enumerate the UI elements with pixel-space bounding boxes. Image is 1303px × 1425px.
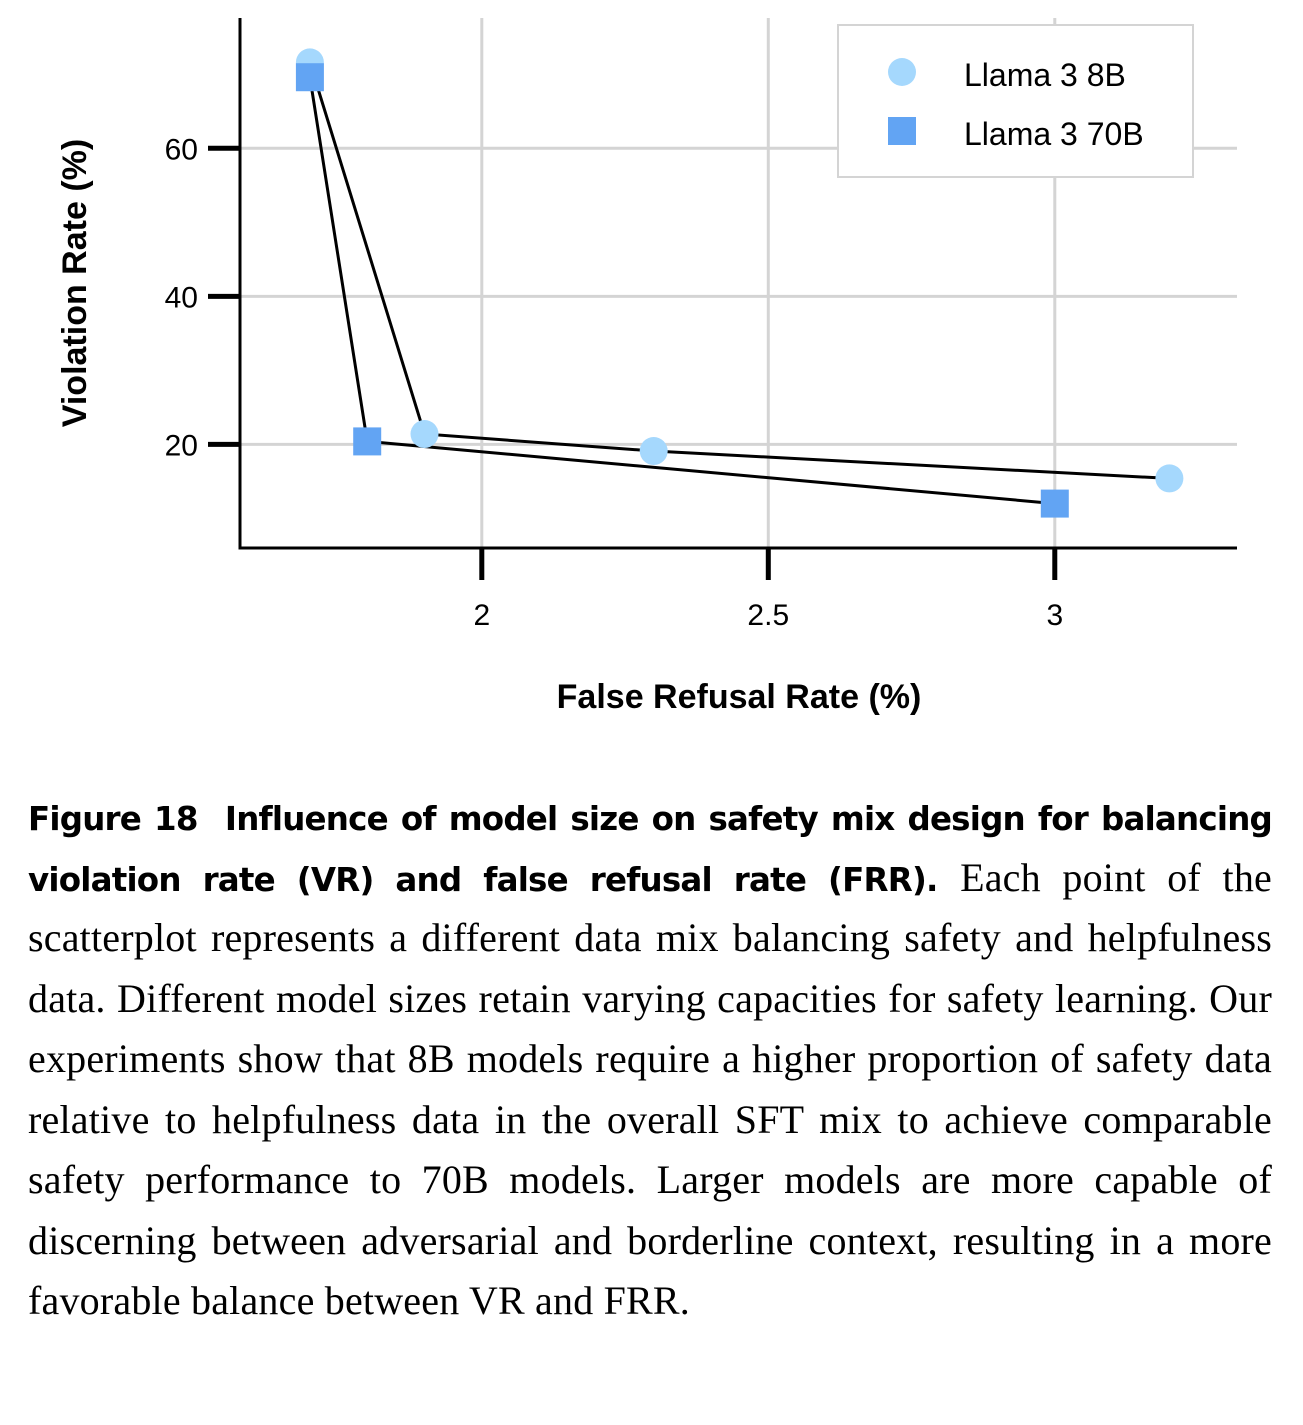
data-points — [295, 48, 1184, 518]
scatter-chart: 2 2.5 3 20 40 60 False Refusal Rate (%) Viola… — [56, 18, 1237, 716]
series-line-0 — [308, 61, 1170, 480]
axis-ticks: 2 2.5 3 20 40 60 — [165, 133, 1064, 632]
data-point-square — [353, 427, 382, 456]
legend-circle-icon — [888, 58, 916, 86]
x-tick-label: 2.5 — [747, 599, 789, 632]
legend-label-llama-3-8b: Llama 3 8B — [964, 57, 1126, 93]
y-tick-label: 40 — [165, 281, 198, 314]
x-axis-title: False Refusal Rate (%) — [557, 678, 922, 716]
y-axis-title: Violation Rate (%) — [56, 139, 94, 427]
legend-box — [837, 24, 1194, 178]
caption-title: Influence of model size on safety mix de… — [28, 800, 1273, 899]
legend: Llama 3 8B Llama 3 70B — [837, 24, 1194, 178]
x-tick-label: 3 — [1046, 599, 1063, 632]
caption-label: Figure 18 — [28, 800, 198, 838]
caption-body: Each point of the scatterplot represents… — [28, 854, 1272, 1324]
data-point-square — [295, 63, 324, 92]
data-point-circle — [639, 437, 668, 466]
figure-caption: Figure 18 Influence of model size on saf… — [28, 790, 1273, 1333]
data-point-circle — [1155, 464, 1184, 493]
y-tick-label: 60 — [165, 133, 198, 166]
legend-square-icon — [888, 117, 916, 145]
axes — [238, 18, 1237, 550]
x-tick-label: 2 — [473, 599, 490, 632]
y-tick-label: 20 — [165, 429, 198, 462]
legend-label-llama-3-70b: Llama 3 70B — [964, 116, 1144, 152]
data-point-circle — [410, 420, 439, 449]
data-point-square — [1040, 489, 1069, 518]
